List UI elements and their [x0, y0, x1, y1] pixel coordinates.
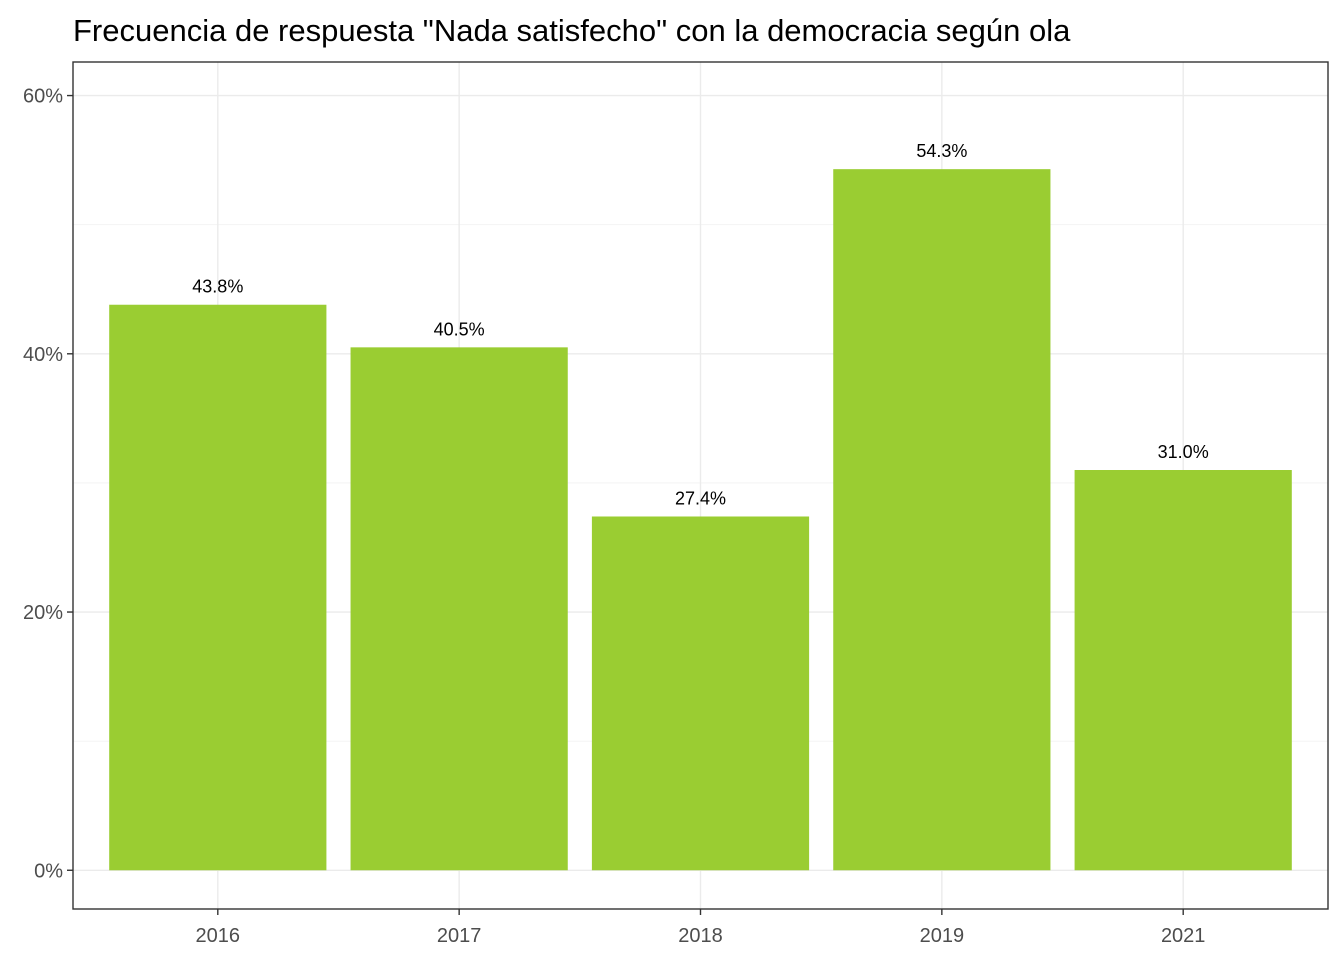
- x-tick-label-2017: 2017: [437, 925, 482, 947]
- bar-value-label-2021: 31.0%: [1158, 442, 1209, 462]
- bar-value-label-2017: 40.5%: [434, 319, 485, 339]
- y-tick-label: 40%: [23, 344, 63, 366]
- bar-2018: [591, 516, 810, 871]
- bars: [109, 169, 1292, 871]
- bar-2019: [833, 169, 1051, 871]
- bar-value-label-2019: 54.3%: [916, 141, 967, 161]
- bar-value-labels: 43.8% 40.5% 27.4% 54.3% 31.0%: [192, 141, 1208, 508]
- x-tick-label-2016: 2016: [196, 925, 241, 947]
- y-tick-label: 60%: [23, 86, 63, 108]
- x-tick-label-2019: 2019: [920, 925, 965, 947]
- x-tick-label-2021: 2021: [1161, 925, 1206, 947]
- x-tick-label-2018: 2018: [678, 925, 723, 947]
- bar-value-label-2018: 27.4%: [675, 488, 726, 508]
- y-tick-label: 0%: [34, 860, 63, 882]
- bar-2017: [350, 347, 568, 871]
- axes: 0% 20% 40% 60% 2016 2017 2018 2019 2021: [23, 86, 1205, 947]
- bar-2016: [109, 304, 327, 871]
- bar-value-label-2016: 43.8%: [192, 277, 243, 297]
- bar-2021: [1074, 470, 1292, 871]
- y-tick-label: 20%: [23, 602, 63, 624]
- chart-title: Frecuencia de respuesta "Nada satisfecho…: [73, 13, 1071, 48]
